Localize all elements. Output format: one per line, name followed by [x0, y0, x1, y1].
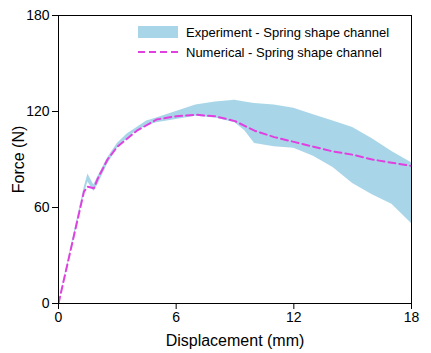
svg-text:12: 12 [286, 309, 302, 325]
svg-text:0: 0 [42, 295, 50, 311]
svg-text:120: 120 [26, 103, 50, 119]
svg-text:18: 18 [404, 309, 420, 325]
svg-text:Displacement (mm): Displacement (mm) [166, 332, 305, 349]
svg-text:6: 6 [172, 309, 180, 325]
svg-text:0: 0 [55, 309, 63, 325]
html-text:Numerical - Spring shape chann: Numerical - Spring shape channel [186, 44, 382, 60]
svg-text:60: 60 [34, 199, 50, 215]
svg-text:180: 180 [26, 7, 50, 23]
html-text:Experiment - Spring shape chan: Experiment - Spring shape channel [186, 24, 390, 40]
svg-text:Force (N): Force (N) [10, 126, 27, 194]
